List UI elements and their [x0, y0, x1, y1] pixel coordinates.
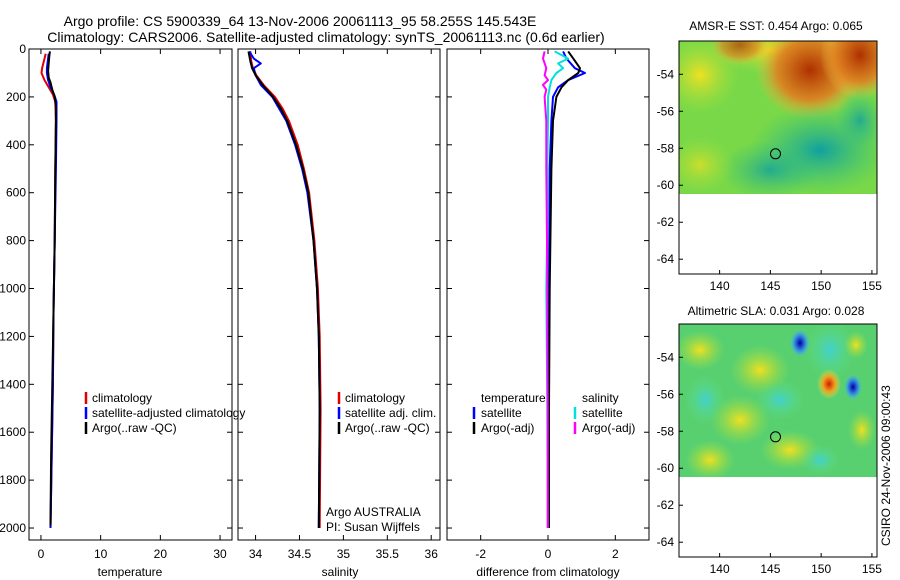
legend-label-temp-argo: Argo(-adj): [481, 421, 534, 435]
sla-land-mask: [679, 477, 877, 557]
map-x-tick-label: 145: [760, 562, 780, 576]
difference-axes: -2 0 2: [447, 48, 649, 561]
legend-label-argo: Argo(..raw -QC): [345, 421, 430, 435]
y-tick-label: 200: [6, 90, 26, 104]
salinity-xlabel: salinity: [322, 565, 359, 579]
sst-map-frame: [678, 40, 878, 275]
temperature-axes: 0 10 20 30 0 200 400 600 800 1000 1200 1400 1600 1800…: [0, 42, 232, 561]
map-y-tick-label: -58: [657, 424, 675, 438]
figure-title-line2: Climatology: CARS2006. Satellite-adjuste…: [47, 29, 604, 45]
x-tick-label: 0: [38, 547, 45, 561]
annotation-pi-name: PI: Susan Wijffels: [326, 520, 420, 534]
y-tick-label: 2000: [0, 521, 26, 535]
map-y-tick-label: -64: [657, 252, 675, 266]
x-tick-label: 36: [425, 547, 439, 561]
series-line: [542, 51, 549, 528]
series-line: [47, 51, 57, 526]
annotation-argo-australia: Argo AUSTRALIA: [326, 505, 421, 519]
map-x-tick-label: 150: [811, 562, 831, 576]
y-tick-label: 400: [6, 138, 26, 152]
x-tick-label: 10: [94, 547, 108, 561]
temperature-xlabel: temperature: [98, 565, 163, 579]
map-y-tick-label: -62: [657, 498, 675, 512]
legend-label-climatology: climatology: [92, 391, 152, 405]
difference-series: [542, 50, 586, 529]
temperature-legend: climatology satellite-adjusted climatolo…: [84, 391, 245, 435]
salinity-legend: climatology satellite adj. clim. Argo(..…: [337, 391, 436, 435]
y-tick-label: 1800: [0, 473, 26, 487]
sla-heatmap: [679, 324, 877, 477]
legend-label-satellite-adjusted: satellite-adjusted climatology: [92, 406, 245, 420]
map-x-tick-label: 150: [811, 279, 831, 293]
y-tick-label: 1400: [0, 377, 26, 391]
sst-map-axes: 140 145 150 155 -54 -56 -58 -60 -62 -64: [657, 67, 883, 293]
x-tick-label: 34: [249, 547, 263, 561]
map-y-tick-label: -54: [657, 350, 675, 364]
legend-label-climatology: climatology: [345, 391, 405, 405]
map-x-tick-label: 140: [710, 562, 730, 576]
legend-label-argo: Argo(..raw -QC): [92, 421, 177, 435]
sst-map-panel: AMSR-E SST: 0.454 Argo: 0.065 140 145 150 1…: [657, 19, 883, 293]
sla-map-axes: 140 145 150 155 -54 -56 -58 -60 -62 -64: [657, 350, 883, 576]
map-y-tick-label: -56: [657, 387, 675, 401]
map-y-tick-label: -62: [657, 215, 675, 229]
sla-map-panel: Altimetric SLA: 0.031 Argo: 0.028 140 145…: [657, 304, 883, 576]
map-x-tick-label: 155: [862, 279, 882, 293]
map-y-tick-label: -60: [657, 461, 675, 475]
x-tick-label: 35: [337, 547, 351, 561]
sst-map-title: AMSR-E SST: 0.454 Argo: 0.065: [689, 19, 863, 33]
map-y-tick-label: -54: [657, 67, 675, 81]
difference-legend: temperature salinity satellite Argo(-adj…: [472, 391, 635, 435]
difference-xlabel: difference from climatology: [476, 565, 619, 579]
sst-land-mask: [679, 194, 877, 274]
x-tick-label: 35.5: [376, 547, 400, 561]
series-line: [247, 51, 321, 529]
y-tick-label: 600: [6, 186, 26, 200]
series-line: [547, 50, 586, 528]
map-x-tick-label: 140: [710, 279, 730, 293]
map-y-tick-label: -64: [657, 535, 675, 549]
y-tick-label: 0: [19, 42, 26, 56]
sla-float-location-marker: [770, 431, 781, 443]
temperature-series: [40, 51, 58, 529]
series-line: [249, 51, 322, 529]
map-y-tick-label: -58: [657, 141, 675, 155]
legend-label-sal-argo: Argo(-adj): [582, 421, 635, 435]
x-tick-label: 2: [612, 547, 619, 561]
figure-title-line1: Argo profile: CS 5900339_64 13-Nov-2006 …: [64, 13, 537, 29]
map-y-tick-label: -60: [657, 178, 675, 192]
x-tick-label: 0: [545, 547, 552, 561]
sst-heatmap: [679, 41, 877, 194]
csiro-timestamp: CSIRO 24-Nov-2006 09:00:43: [879, 385, 893, 546]
legend-title-salinity: salinity: [582, 391, 619, 405]
legend-label-temp-satellite: satellite: [481, 406, 522, 420]
x-tick-label: -2: [475, 547, 486, 561]
map-y-tick-label: -56: [657, 104, 675, 118]
salinity-plot-frame: [237, 48, 441, 541]
map-x-tick-label: 145: [760, 279, 780, 293]
y-tick-label: 800: [6, 234, 26, 248]
legend-label-satellite-adj: satellite adj. clim.: [345, 406, 436, 420]
sla-map-frame: [678, 323, 878, 558]
x-tick-label: 34.5: [288, 547, 312, 561]
series-line: [548, 50, 581, 528]
salinity-series: [247, 50, 322, 529]
salinity-axes: 34 34.5 35 35.5 36: [238, 48, 440, 561]
x-tick-label: 30: [213, 547, 227, 561]
difference-panel: -2 0 2 difference from climatology tempera…: [446, 48, 650, 579]
salinity-panel: 34 34.5 35 35.5 36 salinity climatology sate…: [237, 48, 441, 579]
y-tick-label: 1600: [0, 425, 26, 439]
sst-float-location-marker: [770, 148, 781, 160]
series-line: [248, 50, 321, 529]
legend-label-sal-satellite: satellite: [582, 406, 623, 420]
legend-title-temperature: temperature: [481, 391, 546, 405]
temperature-panel: 0 10 20 30 0 200 400 600 800 1000 1200 1400 1600 1800…: [0, 42, 245, 579]
sla-map-title: Altimetric SLA: 0.031 Argo: 0.028: [688, 304, 865, 318]
map-x-tick-label: 155: [862, 562, 882, 576]
y-tick-label: 1200: [0, 329, 26, 343]
x-tick-label: 20: [154, 547, 168, 561]
temperature-plot-frame: [28, 48, 233, 541]
y-tick-label: 1000: [0, 282, 26, 296]
